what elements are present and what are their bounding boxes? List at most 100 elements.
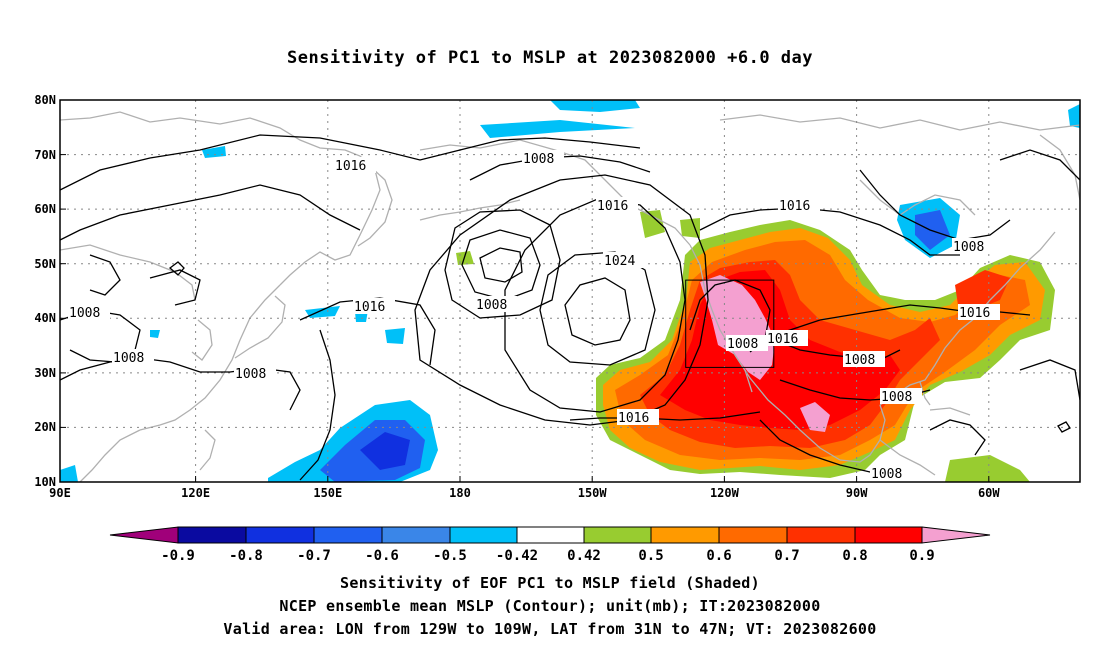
footer-line-1: Sensitivity of EOF PC1 to MSLP field (Sh…	[340, 574, 760, 592]
contour-high-1016	[504, 197, 686, 413]
contour-label: 1016	[353, 298, 395, 315]
contour-1016-na	[699, 207, 960, 256]
contour-high-1024	[564, 277, 631, 346]
map-title: Sensitivity of PC1 to MSLP at 2023082000…	[286, 48, 813, 68]
contour-label: 1008	[843, 351, 885, 368]
contour-east-2	[1019, 359, 1080, 401]
colorbar-segment	[313, 526, 383, 544]
longitude-labels: 90E 120E 150E 180 150W 120W 90W 60W	[49, 486, 1000, 500]
colorbar-segment	[786, 526, 856, 544]
footer-line-3: Valid area: LON from 129W to 109W, LAT f…	[223, 620, 877, 638]
pos-area-green-4	[456, 251, 474, 265]
contour-label: 1008	[112, 349, 154, 366]
contour-1008-asia2	[60, 357, 301, 411]
colorbar-segment	[245, 526, 315, 544]
lat-label: 10N	[34, 475, 56, 489]
coastlines	[60, 111, 1080, 482]
pos-area-red-east	[955, 270, 1010, 310]
contour-label: 1016	[596, 197, 638, 214]
contour-high-1024b	[539, 251, 656, 366]
neg-area-arctic	[550, 100, 640, 112]
footer-line-2: NCEP ensemble mean MSLP (Contour); unit(…	[279, 597, 821, 615]
svg-text:1016: 1016	[959, 306, 990, 321]
contour-label: 1024	[603, 252, 645, 269]
coast-philippines	[199, 429, 216, 471]
mslp-contours	[60, 134, 1080, 481]
contour-label: 1016	[617, 409, 659, 426]
svg-text:1016: 1016	[767, 332, 798, 347]
contour-low-1008b	[461, 229, 541, 301]
lon-label: 60W	[978, 486, 1000, 500]
colorbar-segment	[854, 526, 923, 544]
contour-label: 1016	[778, 197, 820, 214]
coast-hudson	[859, 179, 976, 216]
colorbar-segment	[718, 526, 788, 544]
coast-korea	[191, 319, 213, 361]
colorbar-label: 0.42	[567, 548, 601, 564]
coast-florida	[919, 381, 931, 406]
contour-label: 1016	[766, 330, 808, 347]
contour-label: 1008	[475, 296, 517, 313]
svg-text:1024: 1024	[604, 254, 635, 269]
svg-text:1016: 1016	[779, 199, 810, 214]
svg-text:1008: 1008	[476, 298, 507, 313]
coast-kamchatka	[357, 167, 393, 247]
coast-cuba	[929, 407, 971, 416]
contour-east-1	[999, 149, 1080, 181]
lat-label: 70N	[34, 148, 56, 162]
contour-1016-south	[569, 411, 761, 421]
shading-layer	[60, 100, 1080, 482]
contour-1016-westpac	[299, 297, 436, 366]
colorbar-segment	[516, 526, 585, 544]
svg-text:1008: 1008	[523, 152, 554, 167]
colorbar-label: -0.7	[297, 548, 331, 564]
colorbar-label: 0.9	[909, 548, 934, 564]
svg-text:1008: 1008	[871, 467, 902, 482]
colorbar-label: 0.5	[638, 548, 663, 564]
coast-se-asia	[79, 429, 141, 482]
colorbar: -0.9 -0.8 -0.7 -0.6 -0.5 -0.42 0.42 0.5 …	[109, 526, 991, 564]
colorbar-label: 0.8	[842, 548, 867, 564]
svg-text:1008: 1008	[235, 367, 266, 382]
svg-text:1016: 1016	[335, 159, 366, 174]
neg-area-arctic-2	[480, 120, 635, 138]
coast-baja	[734, 354, 753, 393]
contour-low-1008	[479, 247, 523, 283]
colorbar-label: -0.8	[229, 548, 263, 564]
lat-label: 20N	[34, 420, 56, 434]
contour-asia-wiggle	[89, 254, 121, 296]
coast-central-am	[879, 439, 936, 476]
coast-japan	[234, 295, 286, 359]
contour-1016-north	[60, 134, 641, 191]
lon-label: 120W	[710, 486, 740, 500]
lon-label: 90W	[846, 486, 868, 500]
contour-label: 1008	[880, 388, 922, 405]
neg-area-tropics-core2	[360, 432, 410, 470]
coast-arctic-na	[719, 114, 1080, 131]
contour-high-1016-outer	[414, 174, 709, 426]
pos-area-green-3	[680, 218, 700, 238]
contour-label: 1008	[952, 238, 994, 255]
contour-label: 1008	[522, 150, 564, 167]
contour-label: 1008	[870, 465, 912, 482]
neg-area-wpac-1	[305, 306, 340, 318]
colorbar-label: -0.9	[161, 548, 195, 564]
svg-text:1016: 1016	[354, 300, 385, 315]
svg-text:1008: 1008	[69, 306, 100, 321]
lat-label: 40N	[34, 311, 56, 325]
svg-text:1016: 1016	[618, 411, 649, 426]
contour-low-1008c	[444, 209, 561, 319]
colorbar-segment	[177, 526, 247, 544]
pos-area-green-2	[640, 210, 665, 238]
neg-area-wpac-2	[385, 328, 405, 344]
lon-label: 120E	[181, 486, 210, 500]
colorbar-left-triangle	[109, 526, 179, 544]
coast-asia-north	[60, 111, 381, 286]
colorbar-label: 0.6	[706, 548, 731, 564]
pos-area-pink-2	[800, 402, 830, 432]
latitude-labels: 80N 70N 60N 50N 40N 30N 20N 10N	[34, 93, 56, 489]
coast-greenland	[1039, 134, 1080, 201]
colorbar-segment	[449, 526, 518, 544]
lat-label: 50N	[34, 257, 56, 271]
